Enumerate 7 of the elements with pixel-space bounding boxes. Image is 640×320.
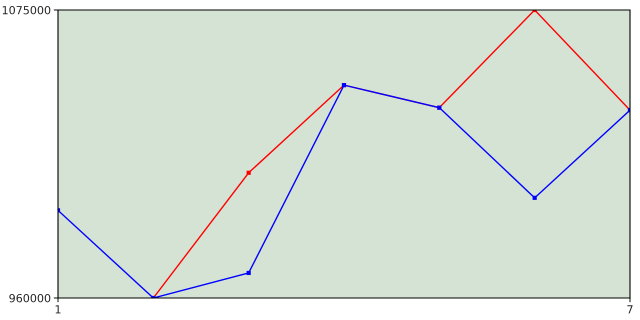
x-tick-label: 1 (56, 305, 61, 314)
point (532, 196, 537, 200)
point (246, 170, 251, 175)
y-tick-label: 960000 (9, 294, 50, 302)
point (246, 270, 251, 276)
x-tick-label: 7 (627, 305, 633, 314)
y-tick-label: 1075000 (2, 6, 50, 14)
